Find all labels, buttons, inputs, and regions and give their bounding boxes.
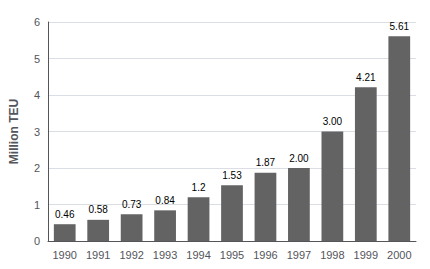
svg-text:0.46: 0.46 <box>55 209 75 220</box>
svg-text:1997: 1997 <box>287 249 311 261</box>
svg-text:5.61: 5.61 <box>390 21 410 32</box>
svg-text:4.21: 4.21 <box>356 72 376 83</box>
svg-text:2000: 2000 <box>387 249 411 261</box>
svg-text:1994: 1994 <box>186 249 210 261</box>
svg-text:2: 2 <box>34 162 40 174</box>
svg-text:1996: 1996 <box>253 249 277 261</box>
svg-text:1.53: 1.53 <box>222 170 242 181</box>
svg-text:2.00: 2.00 <box>289 153 309 164</box>
svg-text:5: 5 <box>34 53 40 65</box>
svg-text:1995: 1995 <box>220 249 244 261</box>
svg-text:1.2: 1.2 <box>192 182 206 193</box>
svg-text:0.84: 0.84 <box>155 195 175 206</box>
svg-text:1992: 1992 <box>119 249 143 261</box>
svg-text:1: 1 <box>34 199 40 211</box>
svg-text:4: 4 <box>34 89 40 101</box>
svg-text:0.58: 0.58 <box>88 204 108 215</box>
svg-text:Million TEU: Million TEU <box>7 99 21 164</box>
svg-text:0: 0 <box>34 235 40 247</box>
svg-text:3.00: 3.00 <box>323 116 343 127</box>
svg-text:1.87: 1.87 <box>256 157 276 168</box>
svg-text:0.73: 0.73 <box>122 199 142 210</box>
svg-text:1999: 1999 <box>354 249 378 261</box>
svg-text:1993: 1993 <box>153 249 177 261</box>
svg-text:3: 3 <box>34 126 40 138</box>
svg-text:1991: 1991 <box>86 249 110 261</box>
svg-text:6: 6 <box>34 16 40 28</box>
svg-text:1998: 1998 <box>320 249 344 261</box>
svg-text:1990: 1990 <box>52 249 76 261</box>
